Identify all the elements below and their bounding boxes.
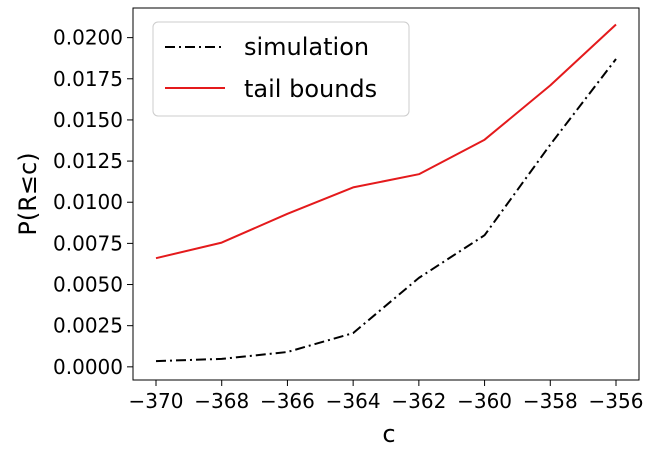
x-axis: −370 −368 −366 −364 −362 −360 −358 −356 [129,380,644,413]
y-tick-label: 0.0175 [53,67,123,91]
x-tick-label: −370 [129,389,184,413]
x-tick-label: −364 [326,389,381,413]
series-layer [155,23,617,363]
legend-box [152,21,410,117]
y-tick-label: 0.0050 [53,273,123,297]
legend: simulation tail bounds [152,21,410,117]
x-tick-label: −360 [457,389,512,413]
x-tick-label: −362 [391,389,446,413]
plot-frame [132,7,640,381]
y-tick-label: 0.0100 [53,190,123,214]
y-tick-label: 0.0150 [53,108,123,132]
y-tick-label: 0.0075 [53,231,123,255]
x-tick-label: −366 [260,389,315,413]
y-tick-label: 0.0000 [53,355,123,379]
series-line-tail-bounds [155,23,617,260]
legend-label-simulation: simulation [244,33,369,61]
x-axis-label: c [382,420,395,448]
y-tick-label: 0.0125 [53,149,123,173]
y-axis-label: P(R≤c) [14,152,42,235]
y-tick-label: 0.0025 [53,314,123,338]
legend-label-tail-bounds: tail bounds [244,75,377,103]
y-axis: 0.0000 0.0025 0.0050 0.0075 0.0100 0.0125 0.01… [53,26,133,379]
x-tick-label: −356 [589,389,644,413]
x-tick-label: −368 [194,389,249,413]
y-tick-label: 0.0200 [53,26,123,50]
series-line-simulation [155,58,617,363]
x-tick-label: −358 [523,389,578,413]
